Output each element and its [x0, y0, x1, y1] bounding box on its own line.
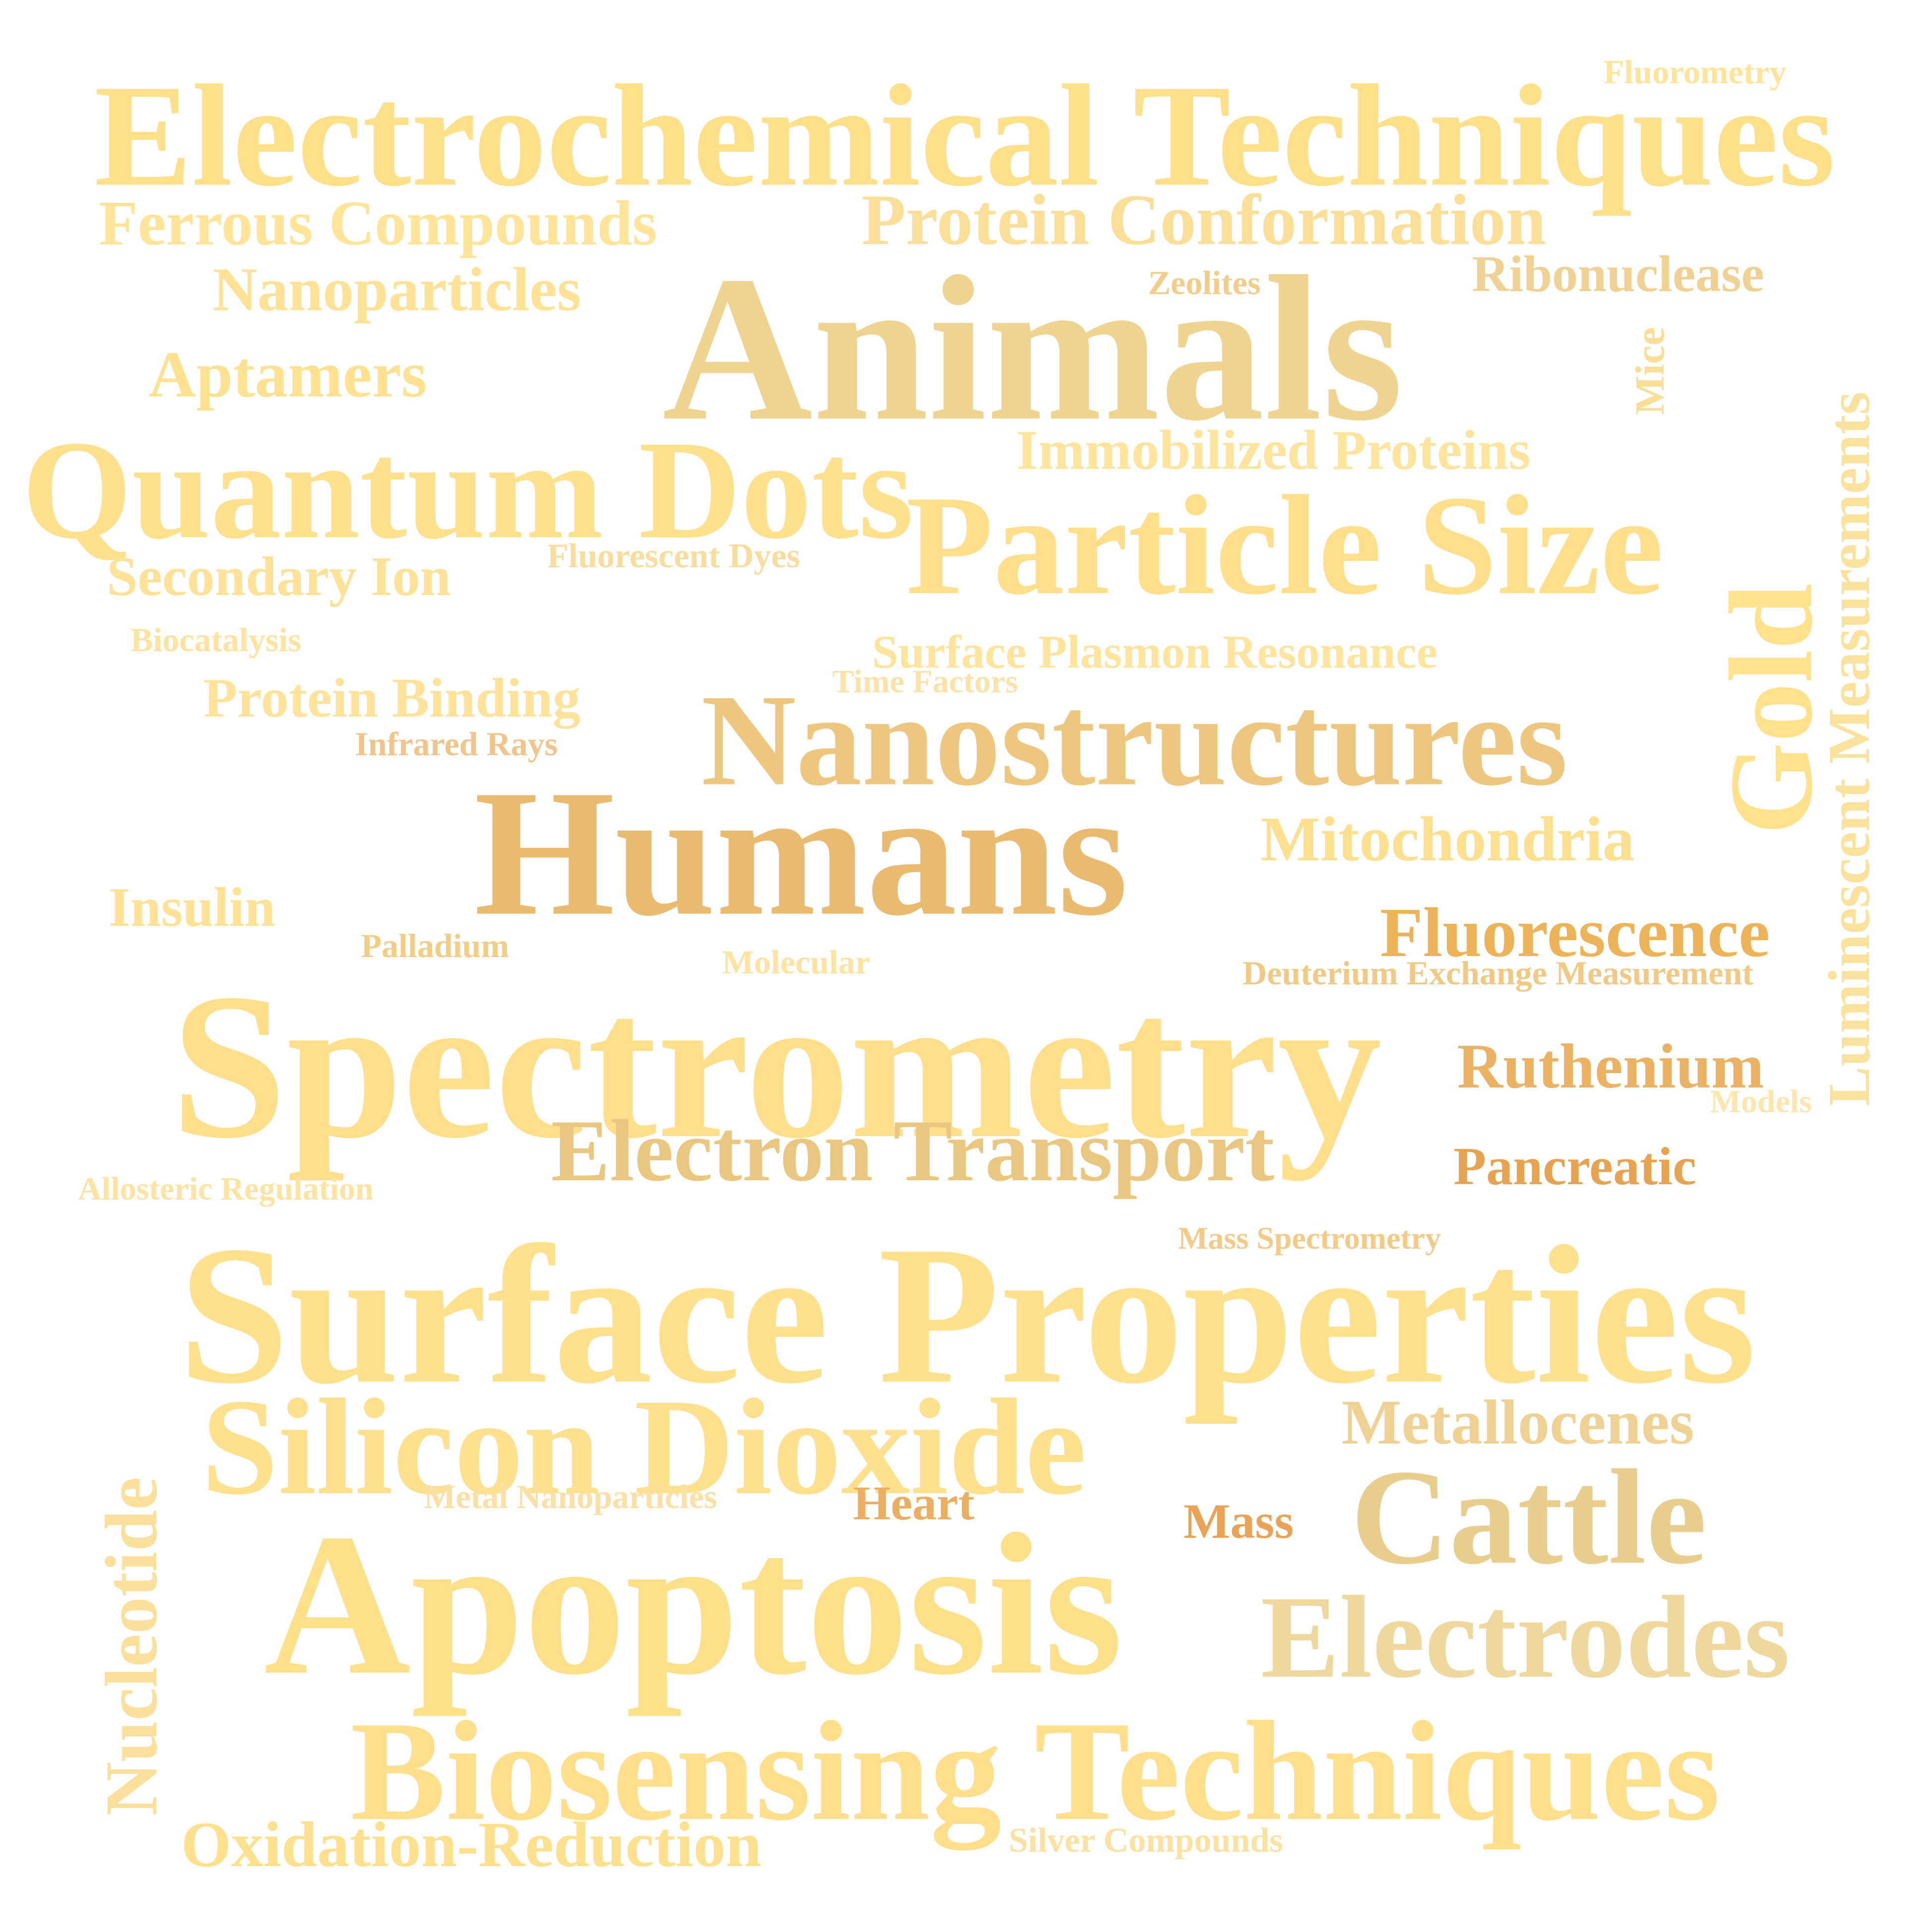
word-particle-size: Particle Size: [906, 466, 1664, 624]
word-zeolites: Zeolites: [1148, 264, 1261, 302]
word-electron-transport: Electron Transport: [551, 1101, 1275, 1200]
word-biocatalysis: Biocatalysis: [130, 621, 301, 659]
word-metal-nanoparticles: Metal Nanoparticles: [424, 1478, 717, 1515]
word-mass-spectrometry: Mass Spectrometry: [1178, 1220, 1441, 1256]
word-ferrous-compounds: Ferrous Compounds: [99, 188, 657, 258]
word-metallocenes: Metallocenes: [1341, 1387, 1694, 1457]
word-ribonuclease: Ribonuclease: [1472, 245, 1764, 302]
word-models: Models: [1710, 1084, 1812, 1120]
word-nanostructures: Nanostructures: [701, 667, 1568, 813]
word-surface-plasmon-resonance: Surface Plasmon Resonance: [872, 625, 1437, 678]
word-nucleotide: Nucleotide: [90, 1477, 173, 1816]
word-fluorescent-dyes: Fluorescent Dyes: [547, 537, 800, 575]
word-nanoparticles: Nanoparticles: [212, 255, 581, 324]
word-gold: Gold: [1705, 583, 1837, 835]
word-humans: Humans: [474, 752, 1128, 953]
word-protein-conformation: Protein Conformation: [861, 180, 1547, 260]
word-quantum-dots: Quantum Dots: [22, 411, 914, 568]
word-apoptosis: Apoptosis: [264, 1492, 1123, 1717]
word-immobilized-proteins: Immobilized Proteins: [1016, 419, 1531, 482]
word-aptamers: Aptamers: [148, 337, 427, 411]
word-palladium: Palladium: [361, 927, 509, 965]
word-mass: Mass: [1183, 1494, 1294, 1549]
word-pancreatic: Pancreatic: [1453, 1137, 1696, 1196]
word-allosteric-regulation: Allosteric Regulation: [78, 1171, 374, 1207]
word-cattle: Cattle: [1351, 1442, 1707, 1593]
word-mitochondria: Mitochondria: [1260, 804, 1634, 874]
word-fluorescence: Fluorescence: [1380, 893, 1770, 971]
word-animals: Animals: [662, 233, 1403, 464]
word-oxidation-reduction: Oxidation-Reduction: [181, 1809, 762, 1880]
word-time-factors: Time Factors: [832, 664, 1018, 700]
word-infrared-rays: Infrared Rays: [355, 725, 558, 763]
word-molecular: Molecular: [722, 943, 871, 981]
word-heart: Heart: [853, 1477, 975, 1530]
word-electrochemical-techniques: Electrochemical Techniques: [94, 54, 1835, 217]
word-silicon-dioxide: Silicon Dioxide: [201, 1371, 1087, 1523]
word-ruthenium: Ruthenium: [1457, 1031, 1764, 1101]
word-biosensing-techniques: Biosensing Techniques: [350, 1692, 1720, 1850]
word-protein-binding: Protein Binding: [203, 667, 581, 729]
word-surface-properties: Surface Properties: [178, 1205, 1756, 1425]
word-silver-compounds: Silver Compounds: [1008, 1821, 1283, 1860]
word-spectrometry: Spectrometry: [171, 951, 1382, 1181]
word-secondary-ion: Secondary Ion: [107, 546, 451, 607]
word-mice: Mice: [1627, 327, 1673, 415]
word-fluorometry: Fluorometry: [1603, 53, 1787, 91]
word-insulin: Insulin: [108, 877, 276, 938]
word-electrodes: Electrodes: [1260, 1572, 1790, 1702]
word-deuterium-exchange-measurement: Deuterium Exchange Measurement: [1243, 954, 1753, 992]
